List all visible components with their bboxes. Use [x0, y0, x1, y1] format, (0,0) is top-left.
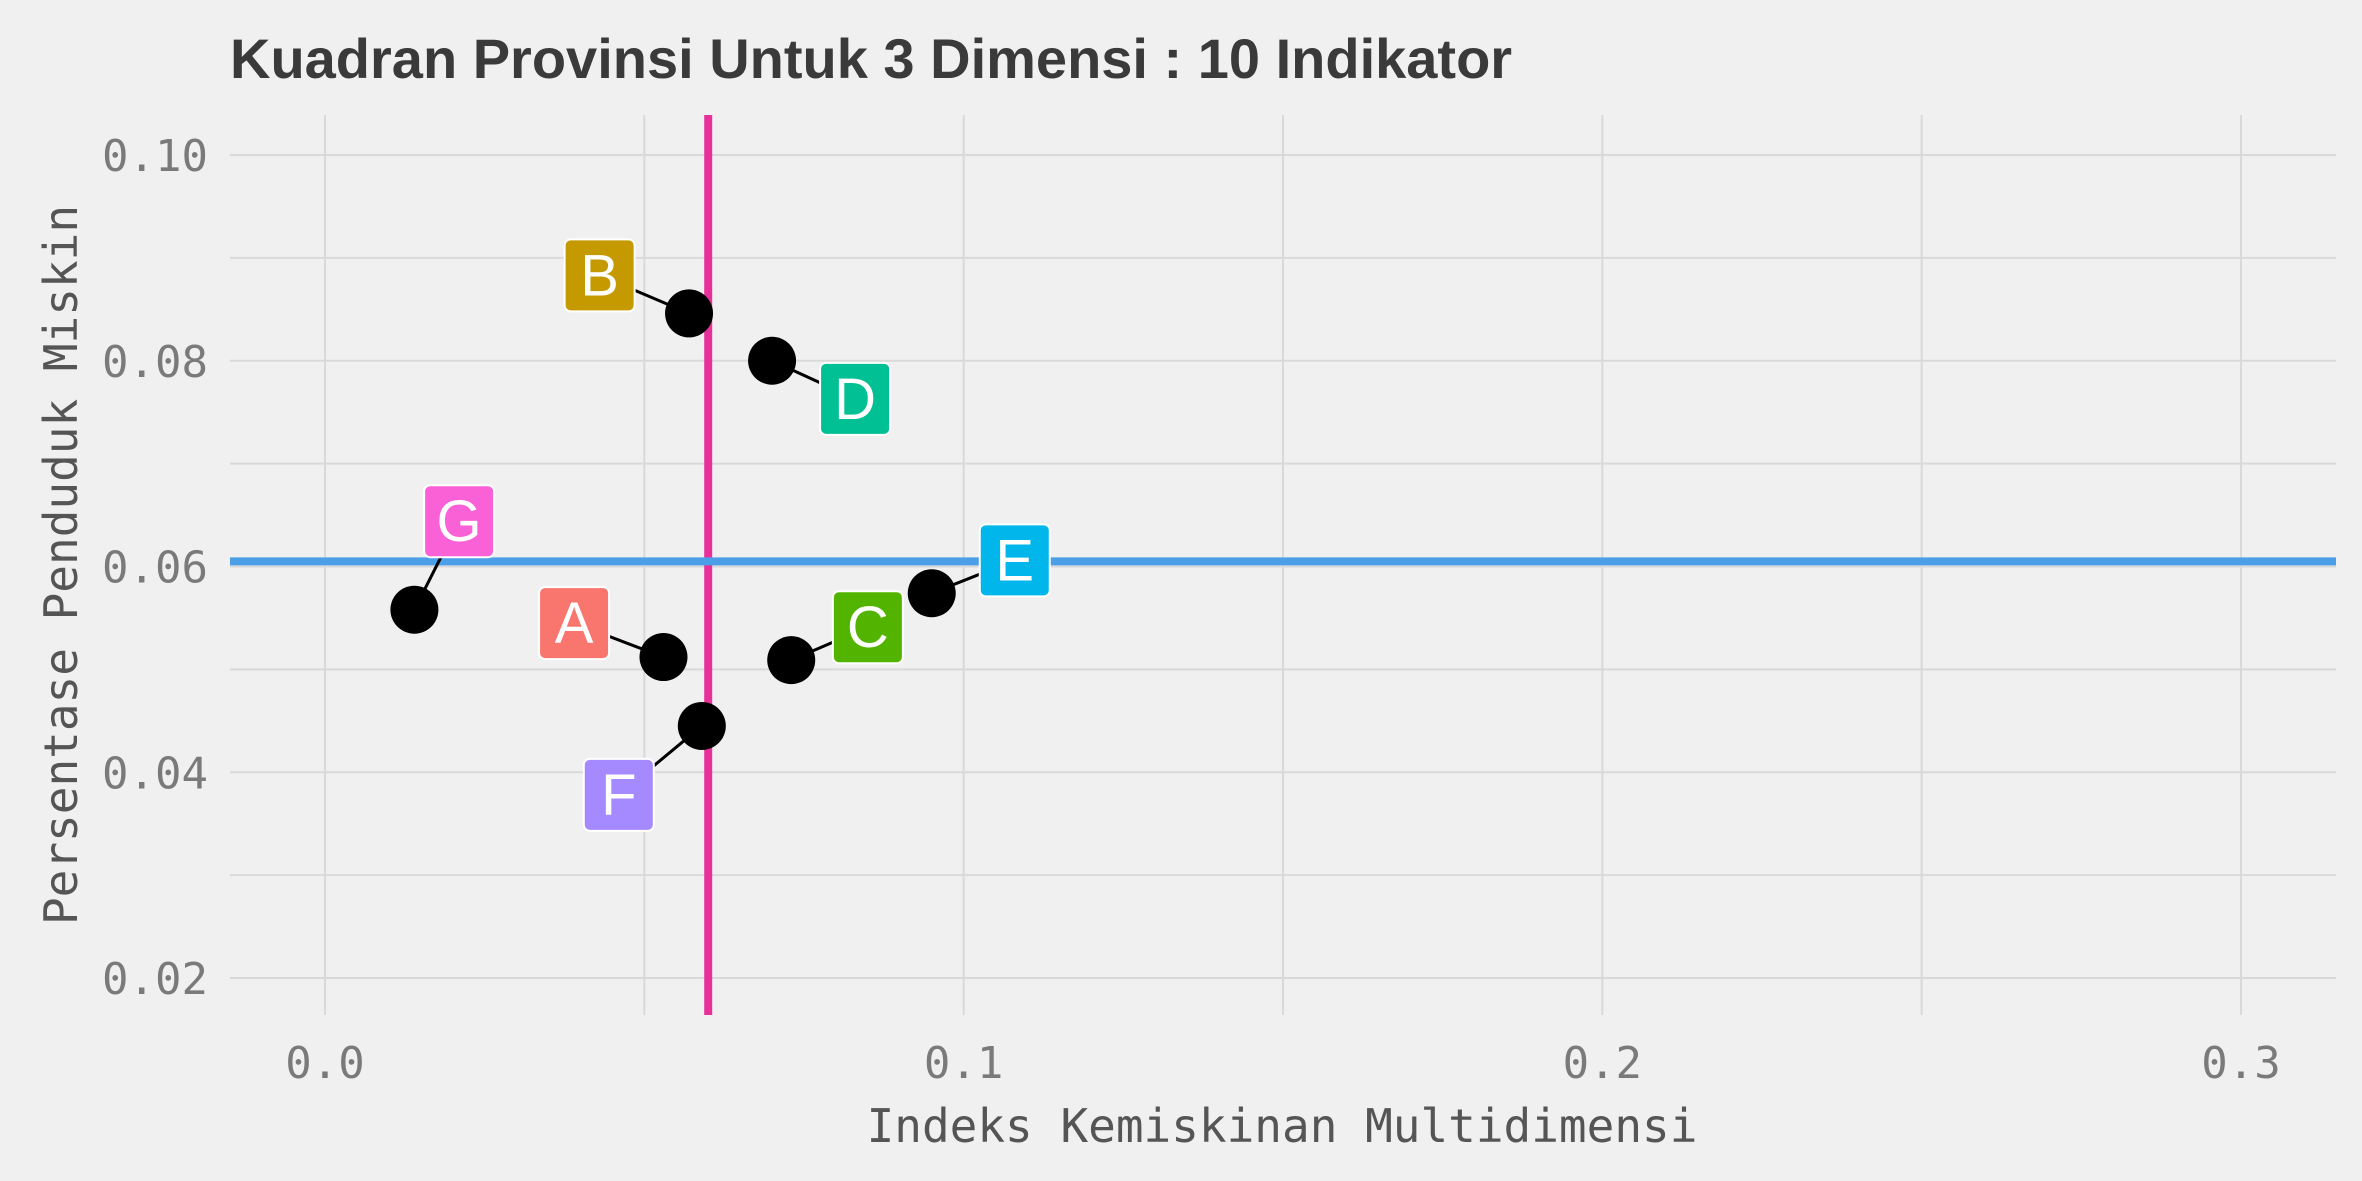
y-tick-label: 0.06 — [102, 543, 208, 594]
label-text-e: E — [995, 528, 1034, 593]
point-e — [907, 569, 956, 618]
point-g — [390, 585, 439, 634]
label-text-a: A — [555, 591, 594, 656]
y-tick-label: 0.08 — [102, 337, 208, 388]
y-axis-ticks: 0.02 0.04 0.06 0.08 0.10 — [102, 131, 208, 1005]
point-f — [677, 701, 726, 750]
label-text-g: G — [437, 489, 482, 554]
label-box-f — [582, 757, 655, 832]
label-d: D — [819, 361, 892, 436]
point-a — [639, 633, 688, 682]
label-f: F — [582, 757, 655, 832]
label-text-f: F — [601, 763, 636, 828]
label-box-d — [819, 361, 892, 436]
point-labels: A B C D E F G — [423, 238, 1051, 832]
label-box-c — [831, 590, 904, 665]
label-box-g — [423, 484, 496, 559]
label-box-a — [538, 586, 611, 661]
point-d — [748, 336, 797, 385]
y-axis-title: Persentase Penduduk Miskin — [34, 205, 88, 925]
x-tick-label: 0.1 — [924, 1038, 1003, 1089]
x-tick-label: 0.0 — [285, 1038, 364, 1089]
x-tick-label: 0.2 — [1563, 1038, 1642, 1089]
label-e: E — [978, 523, 1051, 598]
label-box-e — [978, 523, 1051, 598]
label-text-d: D — [834, 367, 876, 432]
label-a: A — [538, 586, 611, 661]
label-text-c: C — [847, 595, 889, 660]
data-points — [390, 289, 956, 750]
x-axis-title: Indeks Kemiskinan Multidimensi — [867, 1099, 1698, 1153]
y-tick-label: 0.02 — [102, 954, 208, 1005]
point-b — [665, 289, 714, 338]
y-tick-label: 0.04 — [102, 748, 208, 799]
y-tick-label: 0.10 — [102, 131, 208, 182]
label-text-b: B — [580, 243, 619, 308]
x-axis-ticks: 0.0 0.1 0.2 0.3 — [285, 1038, 2280, 1089]
reference-lines — [230, 115, 2336, 1015]
label-c: C — [831, 590, 904, 665]
chart-title: Kuadran Provinsi Untuk 3 Dimensi : 10 In… — [230, 27, 1512, 90]
grid-lines — [230, 115, 2336, 1015]
label-b: B — [563, 238, 636, 313]
label-g: G — [423, 484, 496, 559]
x-tick-label: 0.3 — [2201, 1038, 2280, 1089]
label-box-b — [563, 238, 636, 313]
point-c — [767, 636, 816, 685]
